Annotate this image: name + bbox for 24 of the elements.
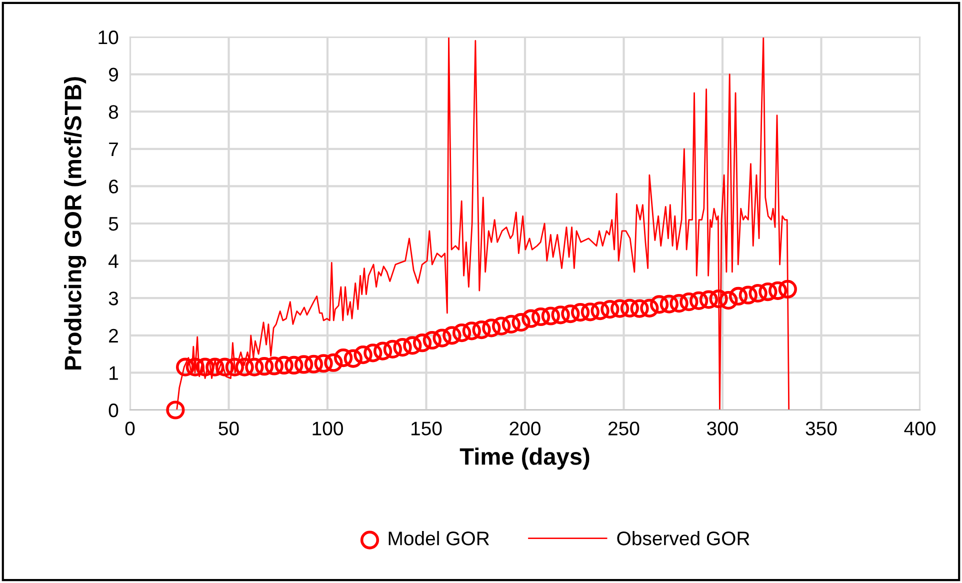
x-tick-label: 300 (707, 422, 738, 436)
y-tick-label: 9 (108, 68, 118, 82)
x-tick-label: 350 (806, 422, 837, 436)
x-tick-label: 250 (608, 422, 640, 436)
y-tick-label: 2 (109, 328, 118, 342)
y-tick-label: 3 (108, 292, 118, 306)
x-axis-title: Time (days) (460, 448, 590, 470)
x-tick-label: 100 (312, 422, 343, 436)
y-tick-label: 10 (98, 30, 118, 44)
legend-label: Observed GOR (617, 531, 750, 546)
x-tick-label: 50 (218, 422, 239, 436)
y-tick-label: 1 (110, 366, 118, 380)
x-tick-label: 0 (125, 422, 135, 436)
x-tick-label: 150 (412, 422, 442, 436)
y-tick-label: 7 (109, 142, 118, 156)
y-axis-title: Producing GOR (mcf/STB) (64, 77, 86, 370)
x-tick-label: 200 (510, 422, 540, 436)
legend-label: Model GOR (388, 531, 489, 546)
y-tick-label: 0 (108, 403, 118, 418)
y-tick-label: 6 (109, 180, 118, 194)
y-tick-label: 8 (108, 105, 118, 119)
y-tick-label: 4 (108, 254, 118, 268)
y-tick-label: 5 (108, 217, 118, 231)
x-tick-label: 400 (904, 422, 936, 436)
